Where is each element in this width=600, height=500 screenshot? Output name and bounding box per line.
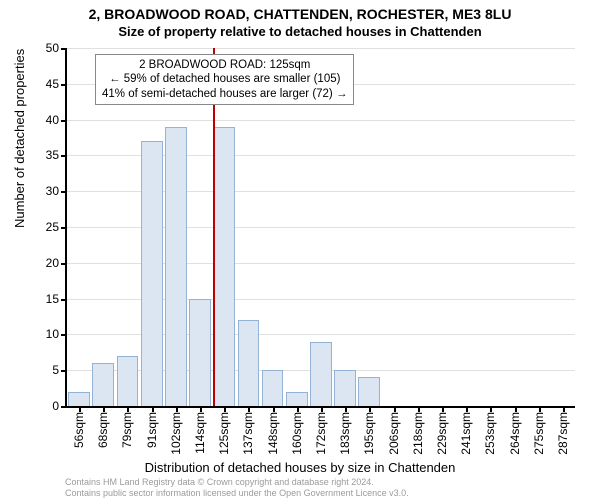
histogram-bar bbox=[286, 392, 308, 406]
histogram-bar bbox=[213, 127, 235, 406]
y-tick-mark bbox=[61, 155, 67, 157]
histogram-bar bbox=[165, 127, 187, 406]
footer-line-1: Contains HM Land Registry data © Crown c… bbox=[65, 477, 409, 487]
x-tick-label: 125sqm bbox=[217, 412, 231, 455]
y-tick-mark bbox=[61, 370, 67, 372]
gridline bbox=[67, 120, 575, 121]
x-tick-label: 79sqm bbox=[120, 412, 134, 448]
x-tick-label: 218sqm bbox=[411, 412, 425, 455]
x-tick-label: 137sqm bbox=[241, 412, 255, 455]
y-tick-label: 10 bbox=[46, 327, 59, 341]
y-tick-mark bbox=[61, 227, 67, 229]
footer-attribution: Contains HM Land Registry data © Crown c… bbox=[65, 477, 409, 498]
x-tick-label: 287sqm bbox=[556, 412, 570, 455]
histogram-bar bbox=[92, 363, 114, 406]
x-tick-label: 148sqm bbox=[266, 412, 280, 455]
x-tick-label: 102sqm bbox=[169, 412, 183, 455]
y-tick-mark bbox=[61, 263, 67, 265]
x-tick-label: 68sqm bbox=[96, 412, 110, 448]
histogram-bar bbox=[117, 356, 139, 406]
x-tick-label: 56sqm bbox=[72, 412, 86, 448]
y-tick-mark bbox=[61, 120, 67, 122]
x-tick-label: 160sqm bbox=[290, 412, 304, 455]
annotation-line-3: 41% of semi-detached houses are larger (… bbox=[102, 87, 347, 101]
histogram-bar bbox=[358, 377, 380, 406]
y-tick-label: 45 bbox=[46, 77, 59, 91]
y-axis-title: Number of detached properties bbox=[12, 49, 27, 228]
y-tick-mark bbox=[61, 334, 67, 336]
histogram-bar bbox=[238, 320, 260, 406]
x-tick-label: 275sqm bbox=[532, 412, 546, 455]
y-tick-label: 40 bbox=[46, 113, 59, 127]
gridline bbox=[67, 48, 575, 49]
y-tick-label: 5 bbox=[52, 363, 59, 377]
y-tick-mark bbox=[61, 299, 67, 301]
footer-line-2: Contains public sector information licen… bbox=[65, 488, 409, 498]
x-tick-label: 114sqm bbox=[193, 412, 207, 454]
x-tick-label: 264sqm bbox=[508, 412, 522, 455]
x-tick-label: 253sqm bbox=[483, 412, 497, 455]
x-axis-title: Distribution of detached houses by size … bbox=[0, 460, 600, 475]
y-tick-label: 0 bbox=[52, 399, 59, 413]
x-tick-label: 183sqm bbox=[338, 412, 352, 455]
y-tick-label: 30 bbox=[46, 184, 59, 198]
histogram-bar bbox=[262, 370, 284, 406]
chart-container: 2, BROADWOOD ROAD, CHATTENDEN, ROCHESTER… bbox=[0, 0, 600, 500]
histogram-bar bbox=[68, 392, 90, 406]
y-tick-label: 50 bbox=[46, 41, 59, 55]
y-tick-mark bbox=[61, 191, 67, 193]
annotation-line-1: 2 BROADWOOD ROAD: 125sqm bbox=[102, 58, 347, 72]
y-tick-mark bbox=[61, 406, 67, 408]
x-tick-label: 229sqm bbox=[435, 412, 449, 455]
chart-title-address: 2, BROADWOOD ROAD, CHATTENDEN, ROCHESTER… bbox=[0, 6, 600, 22]
x-tick-label: 241sqm bbox=[459, 412, 473, 455]
histogram-bar bbox=[310, 342, 332, 406]
y-tick-label: 25 bbox=[46, 220, 59, 234]
histogram-bar bbox=[334, 370, 356, 406]
x-tick-label: 91sqm bbox=[145, 412, 159, 448]
y-tick-label: 15 bbox=[46, 292, 59, 306]
histogram-bar bbox=[189, 299, 211, 406]
y-tick-label: 20 bbox=[46, 256, 59, 270]
x-tick-label: 195sqm bbox=[362, 412, 376, 455]
y-tick-mark bbox=[61, 84, 67, 86]
annotation-box: 2 BROADWOOD ROAD: 125sqm ← 59% of detach… bbox=[95, 54, 354, 105]
y-tick-mark bbox=[61, 48, 67, 50]
chart-title-subtitle: Size of property relative to detached ho… bbox=[0, 24, 600, 39]
plot-area: 0510152025303540455056sqm68sqm79sqm91sqm… bbox=[65, 48, 575, 408]
x-tick-label: 172sqm bbox=[314, 412, 328, 455]
annotation-line-2: ← 59% of detached houses are smaller (10… bbox=[102, 72, 347, 86]
y-tick-label: 35 bbox=[46, 148, 59, 162]
x-tick-label: 206sqm bbox=[387, 412, 401, 455]
histogram-bar bbox=[141, 141, 163, 406]
